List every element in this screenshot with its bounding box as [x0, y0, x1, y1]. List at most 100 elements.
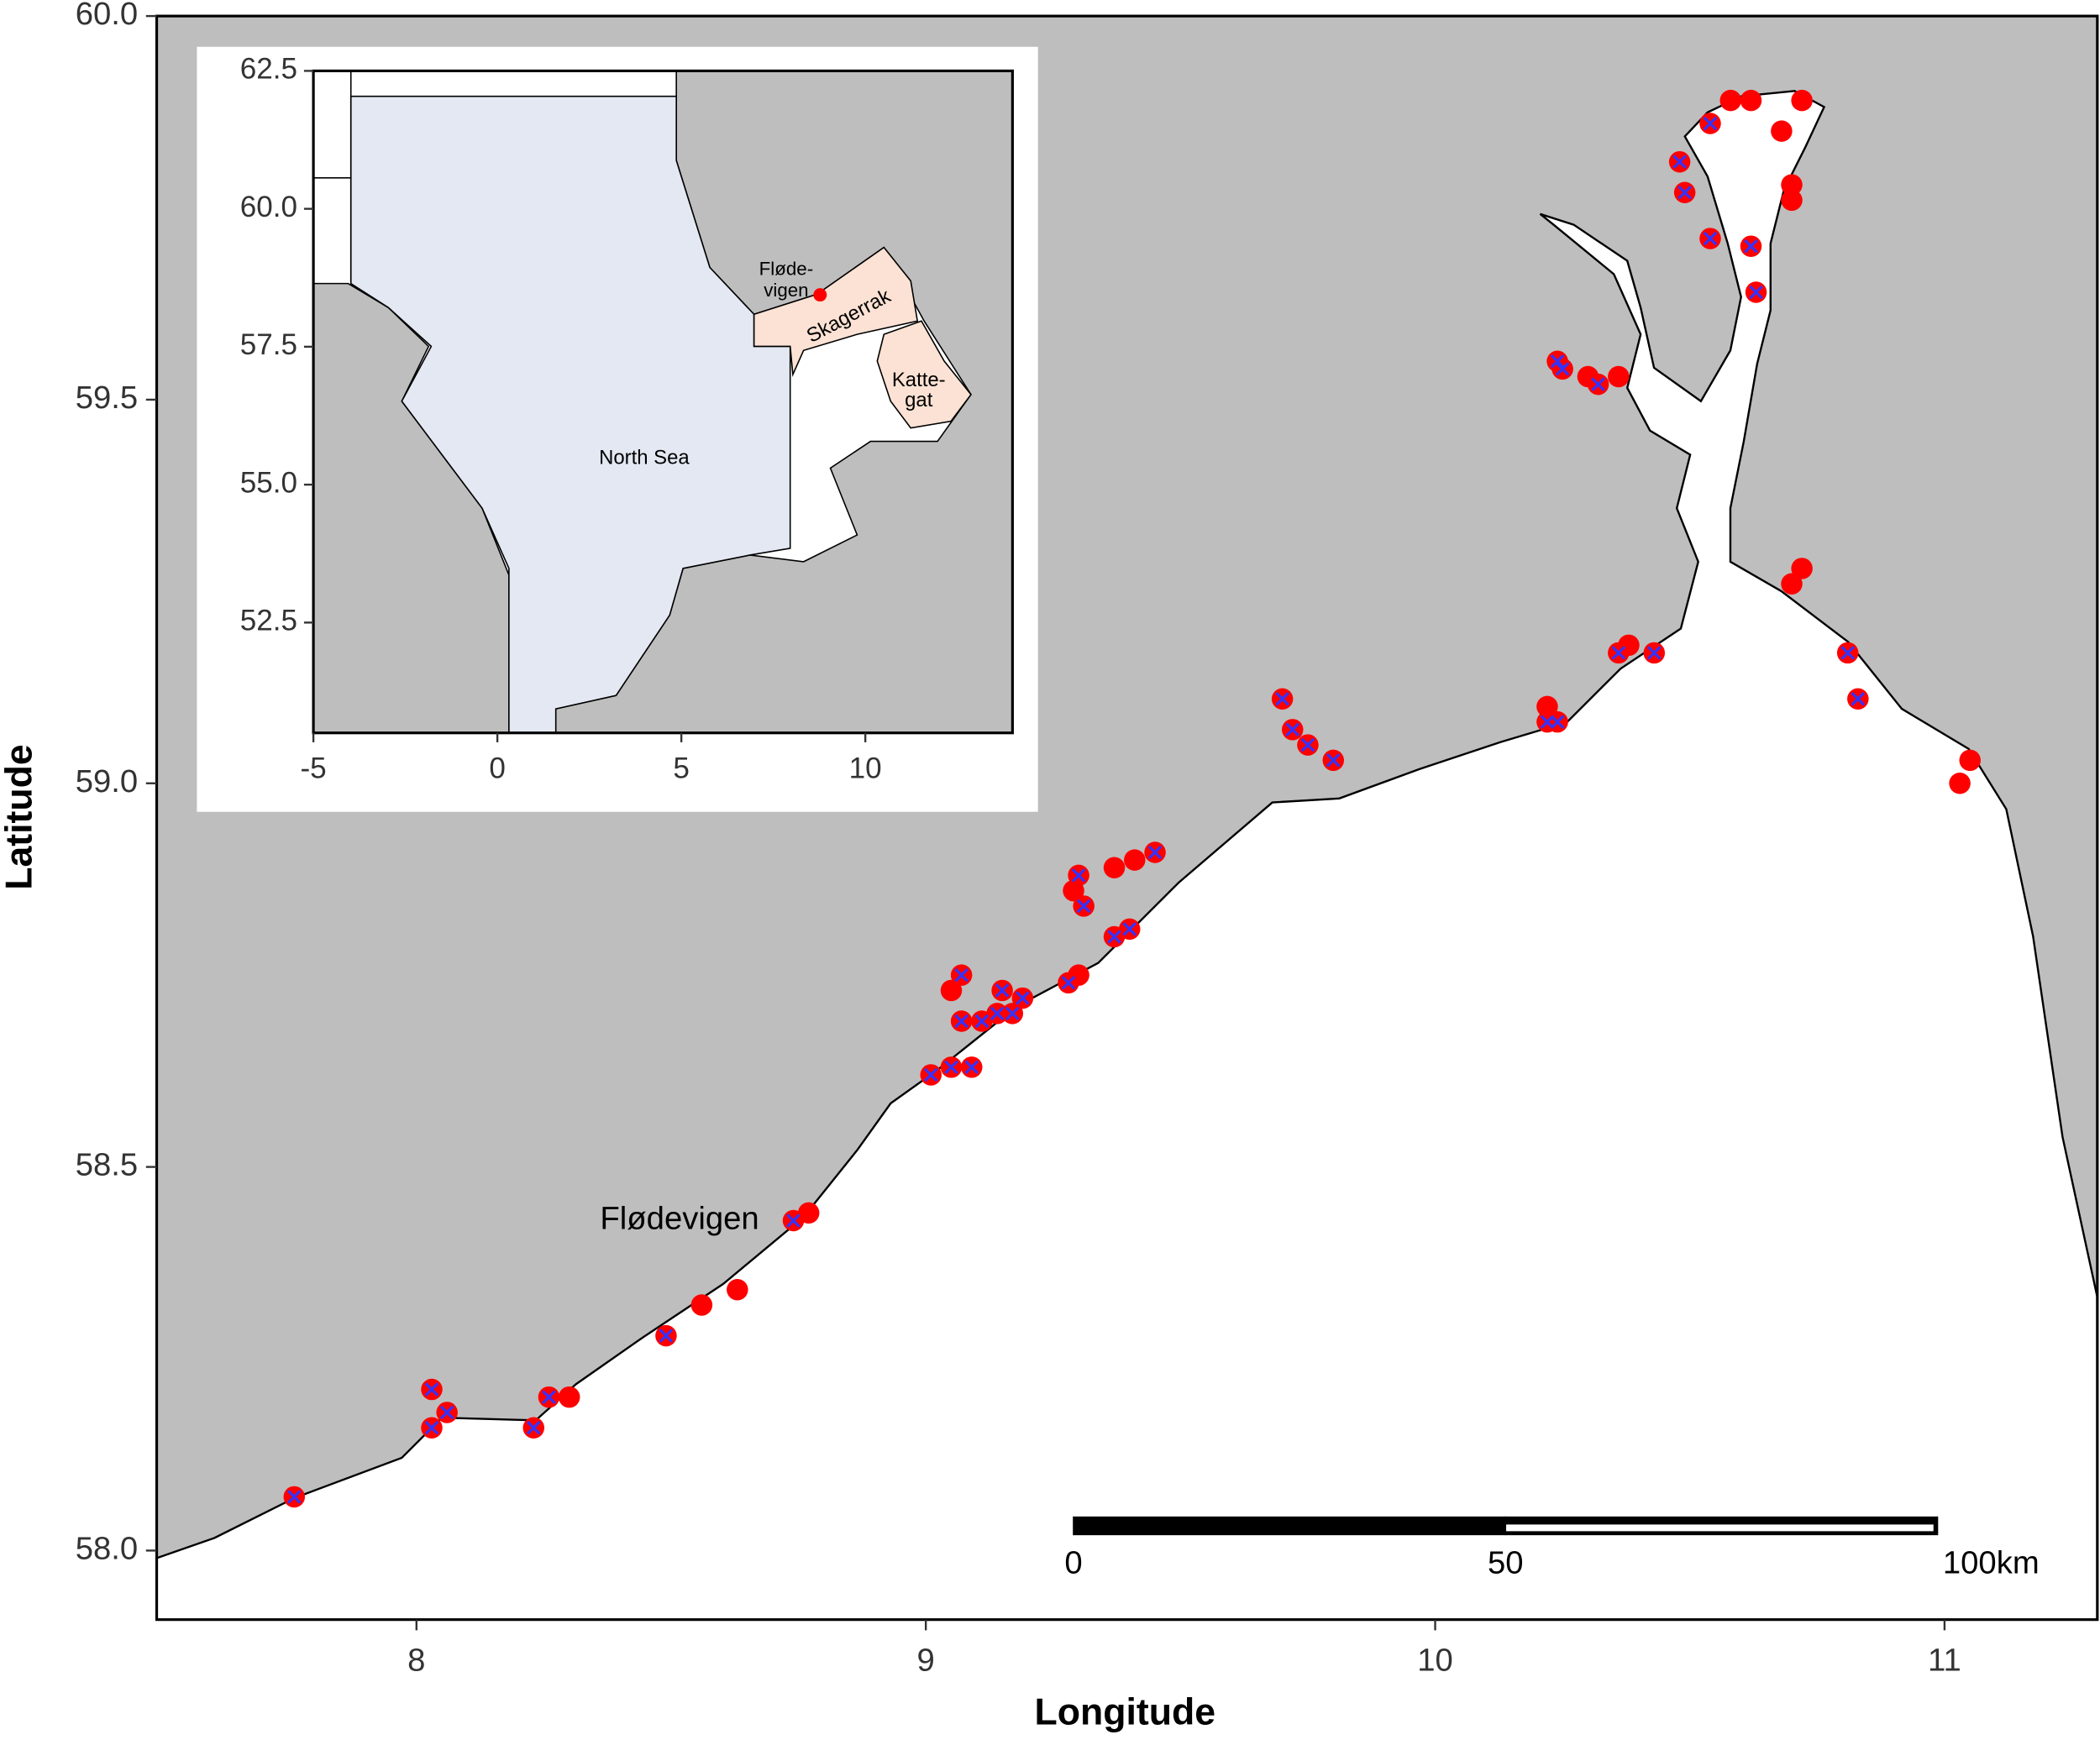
- site-cross: [1591, 377, 1605, 391]
- site-cross: [1326, 753, 1341, 768]
- annotation: Flødevigen: [600, 1201, 759, 1237]
- x-axis-title: Longitude: [1034, 1692, 1215, 1733]
- site-point: [1719, 89, 1741, 112]
- inset-north-sea-label: North Sea: [599, 447, 690, 469]
- site-point: [1103, 857, 1126, 879]
- site-cross: [1300, 737, 1315, 752]
- inset-north-sea-area: [349, 95, 791, 734]
- site-cross: [1555, 362, 1570, 376]
- x-tick-label: 11: [1928, 1643, 1961, 1679]
- scalebar-label: 100km: [1943, 1544, 2040, 1580]
- site-point: [1068, 964, 1089, 986]
- x-tick-label: 8: [407, 1643, 425, 1679]
- site-cross: [1285, 722, 1300, 737]
- site-cross: [1672, 155, 1687, 169]
- site-point: [1618, 634, 1640, 657]
- x-tick-label: 10: [1417, 1643, 1453, 1679]
- site-point: [1959, 749, 1981, 772]
- y-axis-title: Latitude: [0, 744, 39, 889]
- site-cross: [974, 1014, 990, 1029]
- site-cross: [1016, 991, 1030, 1005]
- site-cross: [286, 1490, 302, 1504]
- site-cross: [1550, 354, 1565, 369]
- site-cross: [1703, 231, 1718, 246]
- site-cross: [439, 1405, 454, 1420]
- site-cross: [1122, 922, 1137, 936]
- site-point: [558, 1386, 580, 1408]
- site-point: [1781, 573, 1803, 595]
- inset-site-label: Fløde-: [759, 259, 813, 280]
- inset-x-tick-label: 10: [849, 752, 882, 785]
- inset-site-point: [813, 288, 827, 302]
- site-cross: [1107, 930, 1121, 944]
- inset-area-borders: [313, 71, 352, 284]
- site-point: [1608, 365, 1630, 388]
- site-cross: [1677, 185, 1692, 200]
- inset-skagerrak-area: [753, 246, 919, 378]
- inset-y-tick-label: 60.0: [240, 191, 297, 223]
- scalebar-white: [1505, 1524, 1934, 1532]
- inset-kattegat-area: [876, 320, 972, 429]
- sea: [155, 90, 2099, 1621]
- site-cross: [1275, 691, 1289, 706]
- site-cross: [1147, 845, 1163, 860]
- scalebar-label: 50: [1488, 1544, 1524, 1580]
- inset-y-tick-label: 62.5: [240, 53, 297, 86]
- y-tick-label: 59.0: [76, 763, 138, 799]
- inset-frame: [312, 69, 1014, 735]
- inset-x-tick-label: 5: [673, 752, 690, 785]
- y-tick-label: 59.5: [76, 380, 138, 416]
- site-cross: [954, 967, 969, 983]
- site-cross: [1061, 976, 1076, 990]
- site-cross: [786, 1213, 801, 1228]
- site-cross: [1005, 1006, 1020, 1021]
- site-point: [1063, 879, 1084, 902]
- inset-kattegat-label: gat: [905, 389, 933, 411]
- inset-site-label: vigen: [764, 280, 808, 301]
- site-point: [727, 1279, 748, 1301]
- inset-x-tick-label: 0: [489, 752, 506, 785]
- site-cross: [954, 1014, 969, 1029]
- site-cross: [1071, 868, 1086, 883]
- site-cross: [1076, 899, 1091, 914]
- site-point: [1771, 120, 1793, 142]
- y-tick-label: 60.0: [76, 0, 138, 32]
- site-point: [690, 1294, 713, 1316]
- site-cross: [542, 1390, 556, 1404]
- site-cross: [964, 1060, 979, 1075]
- site-point: [797, 1202, 820, 1224]
- site-cross: [1550, 715, 1565, 729]
- site-point: [1740, 89, 1762, 112]
- site-cross: [1540, 715, 1555, 729]
- scalebar-label: 0: [1064, 1544, 1082, 1580]
- site-cross: [1851, 691, 1866, 706]
- site-point: [1536, 695, 1558, 718]
- inset-x-tick-label: -5: [300, 752, 326, 785]
- site-cross: [1840, 646, 1856, 660]
- site-point: [1791, 89, 1813, 112]
- site-point: [940, 979, 963, 1002]
- site-cross: [1611, 646, 1626, 660]
- site-cross: [424, 1382, 439, 1397]
- site-cross: [944, 1060, 958, 1075]
- inset-y-tick-label: 52.5: [240, 605, 297, 637]
- inset-y-tick-label: 55.0: [240, 466, 297, 499]
- site-point: [1791, 558, 1813, 579]
- site-cross: [424, 1420, 439, 1435]
- map-frame: [155, 14, 2099, 1622]
- site-cross: [995, 983, 1010, 998]
- site-cross: [526, 1420, 541, 1435]
- site-point: [1949, 773, 1971, 794]
- site-cross: [1749, 285, 1763, 300]
- site-cross: [990, 1006, 1005, 1021]
- site-cross: [659, 1329, 674, 1343]
- inset-y-tick-label: 57.5: [240, 328, 297, 361]
- inset-kattegat-label: Katte-: [892, 369, 946, 391]
- site-point: [1781, 189, 1803, 212]
- inset-layer: -5 0 5 10 62.5 60.0 57.5 55.0 52.5: [240, 53, 882, 785]
- y-tick-label: 58.0: [76, 1531, 138, 1567]
- site-cross: [1744, 238, 1758, 254]
- y-tick-label: 58.5: [76, 1147, 138, 1183]
